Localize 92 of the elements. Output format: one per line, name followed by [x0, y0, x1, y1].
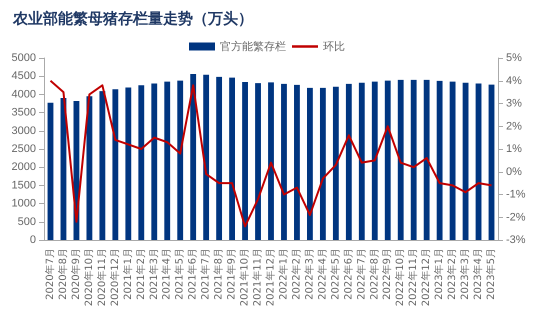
x-tick-label: 2021年10月 [238, 248, 251, 306]
x-tick-label: 2022年9月 [381, 248, 394, 300]
x-tick-label: 2021年6月 [186, 248, 199, 300]
bar [320, 88, 326, 240]
bar [229, 78, 236, 240]
y-tick-label: 2500 [12, 143, 36, 155]
bar [242, 82, 248, 240]
y2-tick-label: 4% [506, 74, 522, 87]
y2-tick-label: 0% [506, 166, 522, 178]
bar [268, 82, 274, 240]
y2-tick-label: 3% [506, 98, 522, 110]
bar [151, 83, 158, 240]
x-tick-label: 2021年7月 [200, 248, 212, 300]
line-series [49, 80, 493, 228]
bar [138, 85, 144, 240]
bar [372, 82, 378, 240]
bar [488, 84, 494, 240]
bar [177, 80, 184, 240]
x-tick-label: 2021年1月 [122, 248, 134, 300]
x-tick-label: 2022年6月 [342, 248, 354, 300]
bar [48, 102, 54, 240]
x-tick-label: 2023年2月 [446, 248, 458, 300]
bar [294, 84, 300, 240]
x-tick-label: 2022年5月 [329, 248, 342, 300]
y-tick-label: 4000 [12, 88, 36, 100]
y2-tick-label: 2% [506, 120, 522, 132]
y2-tick-label: -3% [506, 234, 526, 246]
x-tick-label: 2023年3月 [459, 248, 472, 300]
y-tick-label: 1000 [12, 198, 36, 210]
y-tick-label: 1500 [12, 179, 36, 192]
y2-tick-label: -1% [506, 188, 526, 200]
y-tick-label: 3500 [12, 106, 36, 119]
y-tick-label: 4500 [12, 70, 36, 82]
x-tick-label: 2022年7月 [355, 248, 368, 300]
chart-title: 农业部能繁母猪存栏量走势（万头） [12, 10, 253, 28]
x-tick-label: 2021年8月 [212, 248, 225, 300]
x-tick-label: 2021年4月 [160, 248, 173, 300]
bar [281, 84, 287, 240]
x-tick-label: 2022年11月 [407, 248, 420, 306]
y-tick-label: 500 [18, 216, 36, 228]
bar [255, 83, 261, 240]
legend-label: 官方能繁存栏 [220, 40, 286, 53]
bar [112, 89, 118, 240]
bar [216, 76, 222, 240]
x-tick-label: 2021年9月 [226, 248, 238, 300]
y-tick-label: 2000 [12, 161, 36, 174]
bar [346, 84, 352, 240]
bar [60, 98, 66, 240]
x-tick-label: 2020年7月 [44, 248, 56, 300]
x-tick-label: 2023年4月 [472, 248, 484, 300]
bar [125, 87, 132, 240]
bar [99, 91, 106, 240]
y2-tick-label: 5% [506, 52, 522, 64]
x-tick-label: 2020年8月 [56, 248, 69, 300]
x-tick-label: 2021年5月 [174, 248, 186, 300]
bar [476, 83, 482, 240]
x-tick-label: 2023年1月 [433, 248, 446, 300]
bar [306, 88, 313, 240]
x-tick-label: 2021年2月 [134, 248, 147, 300]
legend-label: 环比 [323, 40, 345, 53]
x-tick-label: 2022年10月 [394, 248, 406, 306]
bar [358, 82, 365, 240]
x-tick-label: 2020年12月 [108, 248, 121, 306]
bar [450, 82, 456, 240]
bar [436, 80, 443, 240]
x-tick-label: 2022年12月 [420, 248, 432, 306]
bar [462, 82, 468, 240]
y2-tick-label: -2% [506, 211, 526, 224]
bar [398, 80, 404, 240]
bar [164, 82, 170, 240]
bar [332, 86, 339, 240]
x-tick-label: 2022年2月 [290, 248, 302, 300]
y2-tick-label: 1% [506, 143, 522, 155]
bar [424, 80, 430, 240]
bar [203, 74, 210, 240]
x-tick-label: 2023年5月 [485, 248, 498, 300]
x-tick-label: 2021年3月 [148, 248, 160, 300]
bar [86, 96, 92, 240]
x-tick-label: 2022年3月 [303, 248, 316, 300]
x-tick-label: 2021年11月 [252, 248, 264, 306]
x-tick-label: 2022年4月 [316, 248, 328, 300]
x-tick-label: 2020年10月 [82, 248, 95, 306]
x-tick-label: 2022年1月 [277, 248, 290, 300]
y-tick-label: 0 [30, 234, 36, 246]
bar [410, 80, 417, 240]
x-tick-label: 2020年11月 [96, 248, 108, 306]
x-tick-label: 2022年8月 [368, 248, 380, 300]
x-tick-label: 2020年9月 [70, 248, 82, 300]
x-tick-label: 2021年12月 [264, 248, 276, 306]
y-tick-label: 5000 [12, 52, 36, 64]
y-tick-label: 3000 [12, 124, 36, 137]
bar [384, 80, 391, 240]
